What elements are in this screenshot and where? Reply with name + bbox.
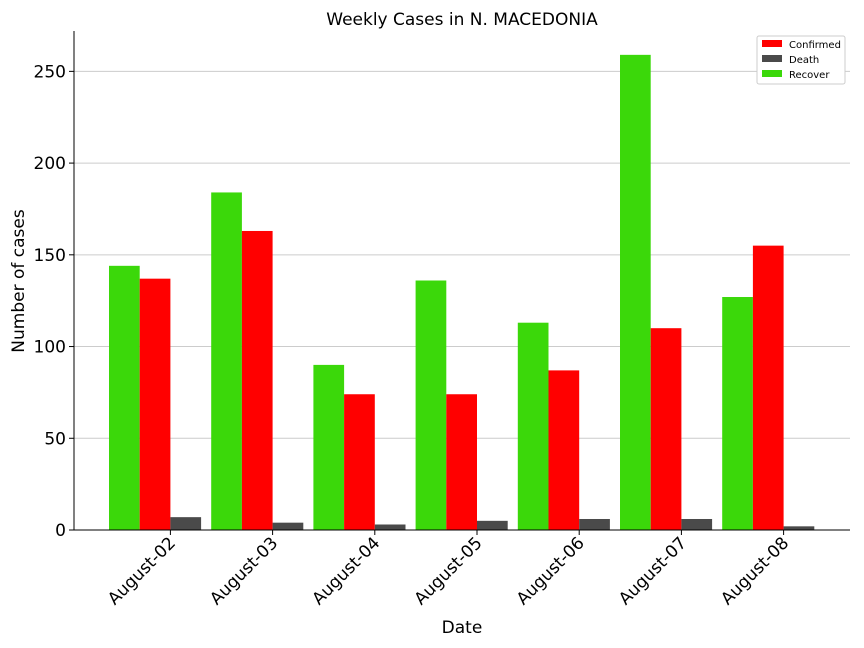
- bar-confirmed-august-06: [548, 370, 580, 530]
- bar-confirmed-august-04: [344, 394, 375, 530]
- x-tick-label: August-03: [206, 533, 282, 609]
- x-tick-label: August-08: [717, 533, 793, 609]
- bar-recover-august-04: [313, 364, 345, 530]
- x-axis-label: Date: [442, 618, 483, 638]
- legend-label-death: Death: [789, 55, 819, 66]
- y-axis-ticks: 0 50 100 150 200 250: [34, 62, 74, 541]
- bar-confirmed-august-05: [446, 394, 477, 530]
- bar-confirmed-august-08: [752, 245, 784, 531]
- bar-death-august-06: [579, 518, 610, 530]
- y-tick-label: 150: [34, 246, 66, 266]
- bar-recover-august-07: [620, 54, 651, 530]
- bar-recover-august-08: [722, 297, 753, 530]
- grid: [74, 70, 850, 439]
- y-tick-label: 200: [34, 154, 66, 174]
- x-axis-ticks: August-02 August-03 August-04 August-05 Augu…: [104, 530, 793, 609]
- x-tick-label: August-06: [513, 533, 589, 609]
- chart-title: Weekly Cases in N. MACEDONIA: [326, 10, 598, 30]
- legend: Confirmed Death Recover: [756, 35, 846, 85]
- bar-confirmed-august-07: [650, 328, 682, 530]
- bar-recover-august-03: [211, 192, 242, 531]
- x-tick-label: August-05: [411, 533, 487, 609]
- y-tick-label: 0: [55, 521, 66, 541]
- bar-recover-august-05: [415, 280, 447, 530]
- y-tick-label: 100: [34, 338, 66, 358]
- bars: [109, 54, 815, 531]
- bar-death-august-08: [783, 526, 815, 530]
- y-tick-label: 250: [34, 62, 66, 82]
- x-tick-label: August-04: [308, 533, 384, 609]
- bar-death-august-03: [272, 522, 304, 530]
- bar-death-august-02: [170, 517, 202, 530]
- legend-label-recover: Recover: [789, 70, 830, 81]
- bar-recover-august-02: [109, 265, 140, 530]
- x-tick-label: August-07: [615, 533, 691, 609]
- y-axis-label: Number of cases: [9, 209, 29, 353]
- x-tick-label: August-02: [104, 533, 180, 609]
- legend-label-confirmed: Confirmed: [789, 40, 841, 51]
- bar-confirmed-august-03: [241, 230, 273, 530]
- bar-recover-august-06: [517, 322, 549, 530]
- legend-swatch-death: [762, 55, 782, 62]
- bar-confirmed-august-02: [139, 278, 171, 530]
- y-tick-label: 50: [44, 429, 66, 449]
- legend-swatch-recover: [762, 70, 782, 77]
- bar-death-august-04: [374, 524, 406, 530]
- bar-death-august-07: [681, 518, 713, 530]
- legend-swatch-confirmed: [762, 40, 782, 47]
- bar-death-august-05: [477, 520, 508, 530]
